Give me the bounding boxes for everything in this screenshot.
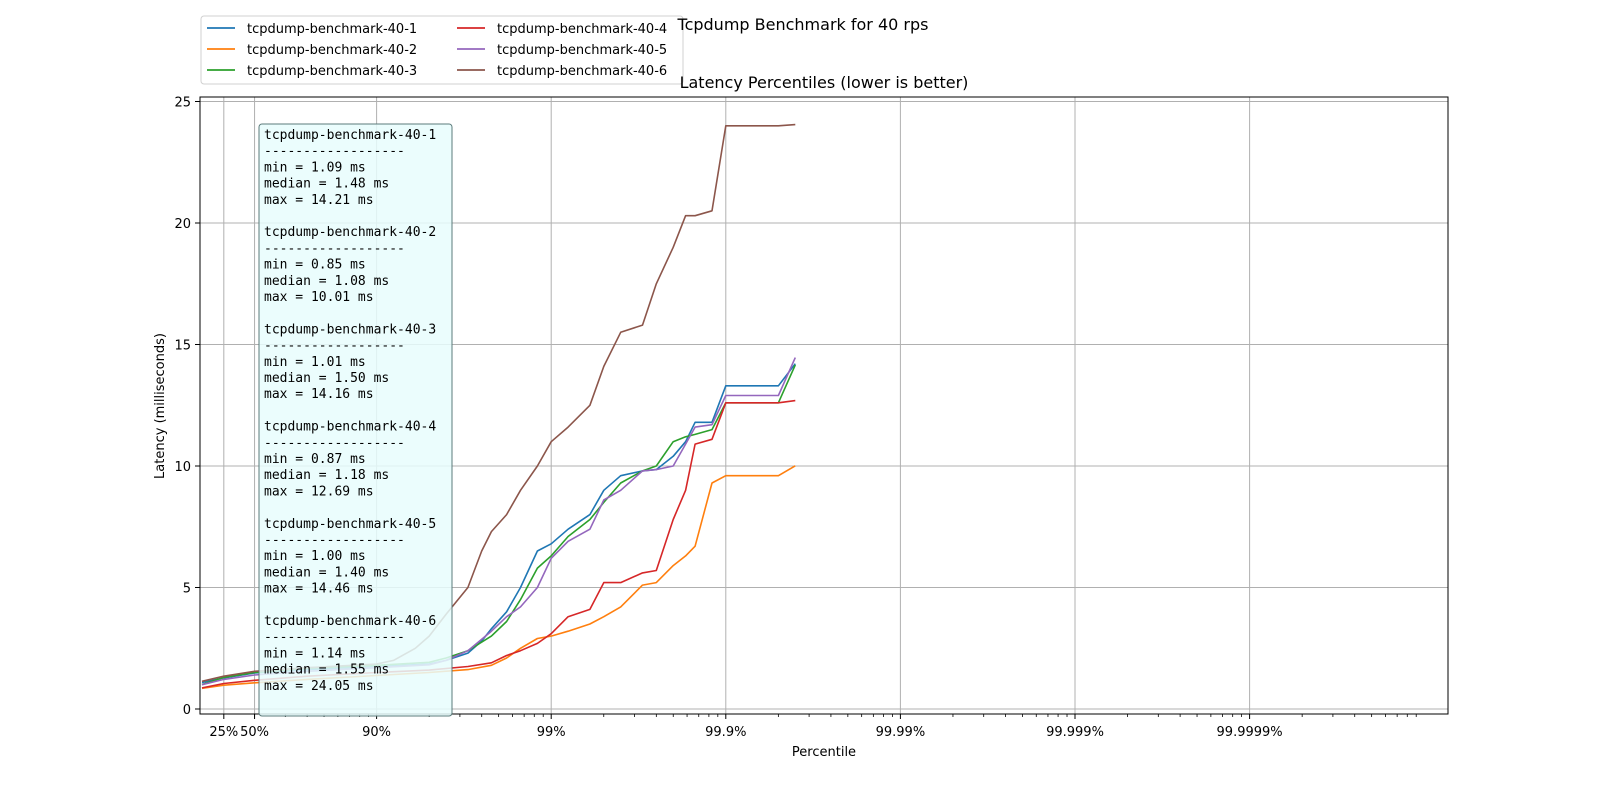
stats-max: max = 14.16 ms <box>264 387 374 402</box>
x-tick-label: 99.9999% <box>1217 725 1283 740</box>
legend-label: tcpdump-benchmark-40-3 <box>247 64 417 79</box>
stats-series-name: tcpdump-benchmark-40-5 <box>264 517 436 532</box>
stats-separator: ------------------ <box>264 436 405 451</box>
legend-label: tcpdump-benchmark-40-2 <box>247 43 417 58</box>
stats-max: max = 14.46 ms <box>264 582 374 597</box>
x-tick-label: 25% <box>209 725 238 740</box>
stats-median: median = 1.08 ms <box>264 274 389 289</box>
stats-series-name: tcpdump-benchmark-40-4 <box>264 420 436 435</box>
stats-series-name: tcpdump-benchmark-40-1 <box>264 128 436 143</box>
stats-median: median = 1.55 ms <box>264 663 389 678</box>
stats-series-name: tcpdump-benchmark-40-3 <box>264 322 436 337</box>
y-axis-label: Latency (milliseconds) <box>153 333 168 479</box>
stats-min: min = 1.09 ms <box>264 160 366 175</box>
x-tick-label: 90% <box>362 725 391 740</box>
legend-label: tcpdump-benchmark-40-4 <box>497 22 667 37</box>
stats-min: min = 1.14 ms <box>264 646 366 661</box>
x-tick-label: 99% <box>537 725 566 740</box>
stats-median: median = 1.18 ms <box>264 468 389 483</box>
stats-separator: ------------------ <box>264 241 405 256</box>
x-tick-label: 99.99% <box>876 725 926 740</box>
y-tick-label: 15 <box>174 339 191 354</box>
stats-separator: ------------------ <box>264 533 405 548</box>
stats-separator: ------------------ <box>264 630 405 645</box>
stats-min: min = 0.85 ms <box>264 258 366 273</box>
y-tick-label: 10 <box>174 460 191 475</box>
plot-frame <box>199 96 1449 715</box>
stats-max: max = 10.01 ms <box>264 290 374 305</box>
y-tick-label: 5 <box>183 582 191 597</box>
x-tick-label: 50% <box>240 725 269 740</box>
legend-label: tcpdump-benchmark-40-6 <box>497 64 667 79</box>
legend: tcpdump-benchmark-40-1 tcpdump-benchmark-… <box>200 15 684 85</box>
x-axis-label: Percentile <box>792 745 856 760</box>
stats-box: tcpdump-benchmark-40-1------------------… <box>258 123 453 717</box>
stats-box-frame <box>258 123 453 717</box>
stats-max: max = 14.21 ms <box>264 193 374 208</box>
legend-label: tcpdump-benchmark-40-1 <box>247 22 417 37</box>
stats-max: max = 12.69 ms <box>264 484 374 499</box>
y-tick-label: 0 <box>183 703 191 718</box>
stats-median: median = 1.50 ms <box>264 371 389 386</box>
y-tick-label: 20 <box>174 217 191 232</box>
chart-subtitle: Latency Percentiles (lower is better) <box>680 73 969 92</box>
stats-min: min = 1.01 ms <box>264 355 366 370</box>
stats-max: max = 24.05 ms <box>264 679 374 694</box>
y-tick-label: 25 <box>174 96 191 111</box>
stats-min: min = 0.87 ms <box>264 452 366 467</box>
chart-title: Tcpdump Benchmark for 40 rps <box>677 15 929 34</box>
x-tick-label: 99.9% <box>705 725 746 740</box>
axes: 25% 50% 90% 99% 99.9% 99.99% 99.999% 99.9999% 0 5… <box>174 96 1417 740</box>
x-tick-label: 99.999% <box>1046 725 1104 740</box>
legend-label: tcpdump-benchmark-40-5 <box>497 43 667 58</box>
legend-frame <box>200 15 684 85</box>
stats-median: median = 1.40 ms <box>264 565 389 580</box>
stats-series-name: tcpdump-benchmark-40-2 <box>264 225 436 240</box>
stats-separator: ------------------ <box>264 144 405 159</box>
stats-series-name: tcpdump-benchmark-40-6 <box>264 614 436 629</box>
stats-separator: ------------------ <box>264 339 405 354</box>
stats-min: min = 1.00 ms <box>264 549 366 564</box>
stats-median: median = 1.48 ms <box>264 177 389 192</box>
